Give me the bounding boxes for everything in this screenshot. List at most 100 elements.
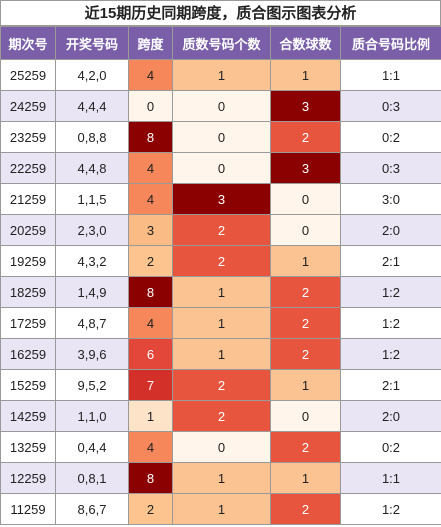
table-cell: 22259 [0,152,56,184]
table-cell: 1:2 [340,338,441,370]
table-cell: 19259 [0,245,56,277]
table-cell: 1 [270,369,341,401]
table-cell: 2 [172,400,271,432]
table-cell: 4,2,0 [55,59,129,91]
table-cell: 3 [172,183,271,215]
table-cell: 0:2 [340,431,441,463]
table-cell: 1 [172,59,271,91]
table-cell: 0 [172,431,271,463]
table: 期次号 开奖号码 跨度 质数号码个数 合数球数 质合号码比例 25259 4,2,0 4 1 1 1… [0,26,441,525]
table-cell: 4 [128,307,173,339]
table-cell: 0 [270,183,341,215]
table-cell: 1:2 [340,276,441,308]
table-cell: 2 [270,493,341,525]
column-header: 开奖号码 [55,26,129,60]
table-cell: 2 [270,431,341,463]
table-cell: 0 [270,400,341,432]
column-header: 合数球数 [270,26,341,60]
table-cell: 3 [270,152,341,184]
table-cell: 8 [128,121,173,153]
table-cell: 0:2 [340,121,441,153]
table-cell: 0:3 [340,90,441,122]
table-cell: 21259 [0,183,56,215]
table-cell: 13259 [0,431,56,463]
table-row: 19259 4,3,2 2 2 1 2:1 [0,245,441,277]
table-cell: 15259 [0,369,56,401]
table-cell: 14259 [0,400,56,432]
table-cell: 16259 [0,338,56,370]
table-cell: 0,8,1 [55,462,129,494]
table-row: 14259 1,1,0 1 2 0 2:0 [0,400,441,432]
table-cell: 1 [270,245,341,277]
table-cell: 4 [128,152,173,184]
table-cell: 1:2 [340,493,441,525]
table-cell: 2 [172,245,271,277]
table-cell: 1:1 [340,462,441,494]
table-cell: 8,6,7 [55,493,129,525]
table-row: 17259 4,8,7 4 1 2 1:2 [0,307,441,339]
table-cell: 9,5,2 [55,369,129,401]
table-cell: 4 [128,59,173,91]
table-row: 13259 0,4,4 4 0 2 0:2 [0,431,441,463]
table-cell: 2 [270,276,341,308]
table-cell: 1 [172,493,271,525]
table-cell: 2 [270,307,341,339]
table-row: 12259 0,8,1 8 1 1 1:1 [0,462,441,494]
table-cell: 2:1 [340,245,441,277]
table-cell: 0 [128,90,173,122]
table-body: 25259 4,2,0 4 1 1 1:1 24259 4,4,4 0 0 3 0:3 23259 0,8… [0,59,441,525]
table-cell: 4 [128,431,173,463]
table-row: 21259 1,1,5 4 3 0 3:0 [0,183,441,215]
table-cell: 6 [128,338,173,370]
table-cell: 2 [128,493,173,525]
table-cell: 3,9,6 [55,338,129,370]
table-row: 15259 9,5,2 7 2 1 2:1 [0,369,441,401]
table-cell: 2 [128,245,173,277]
table-row: 11259 8,6,7 2 1 2 1:2 [0,493,441,525]
header-row: 期次号 开奖号码 跨度 质数号码个数 合数球数 质合号码比例 [0,26,441,60]
table-cell: 25259 [0,59,56,91]
table-cell: 2:0 [340,400,441,432]
table-cell: 1,4,9 [55,276,129,308]
table-cell: 4,4,8 [55,152,129,184]
table-row: 23259 0,8,8 8 0 2 0:2 [0,121,441,153]
table-cell: 2:0 [340,214,441,246]
column-header: 跨度 [128,26,173,60]
table-cell: 0 [172,152,271,184]
table-cell: 2 [172,369,271,401]
table-row: 24259 4,4,4 0 0 3 0:3 [0,90,441,122]
table-cell: 4 [128,183,173,215]
table-cell: 4,3,2 [55,245,129,277]
table-cell: 18259 [0,276,56,308]
table-cell: 24259 [0,90,56,122]
table-row: 16259 3,9,6 6 1 2 1:2 [0,338,441,370]
table-cell: 12259 [0,462,56,494]
column-header: 质合号码比例 [340,26,441,60]
table-cell: 1 [172,276,271,308]
table-cell: 3 [128,214,173,246]
table-cell: 4,8,7 [55,307,129,339]
table-cell: 0:3 [340,152,441,184]
column-header: 期次号 [0,26,56,60]
table-cell: 4,4,4 [55,90,129,122]
table-cell: 17259 [0,307,56,339]
table-cell: 11259 [0,493,56,525]
table-cell: 1 [270,59,341,91]
table-cell: 2 [270,338,341,370]
table-cell: 1 [172,338,271,370]
table-cell: 1 [270,462,341,494]
table-cell: 3:0 [340,183,441,215]
table-cell: 0,4,4 [55,431,129,463]
table-cell: 1 [172,307,271,339]
table-cell: 3 [270,90,341,122]
table-row: 18259 1,4,9 8 1 2 1:2 [0,276,441,308]
table-cell: 2,3,0 [55,214,129,246]
title: 近15期历史同期跨度，质合图示图表分析 [0,0,441,26]
table-cell: 0,8,8 [55,121,129,153]
table-cell: 0 [172,121,271,153]
table-cell: 0 [270,214,341,246]
column-header: 质数号码个数 [172,26,271,60]
table-row: 20259 2,3,0 3 2 0 2:0 [0,214,441,246]
table-cell: 2 [172,214,271,246]
